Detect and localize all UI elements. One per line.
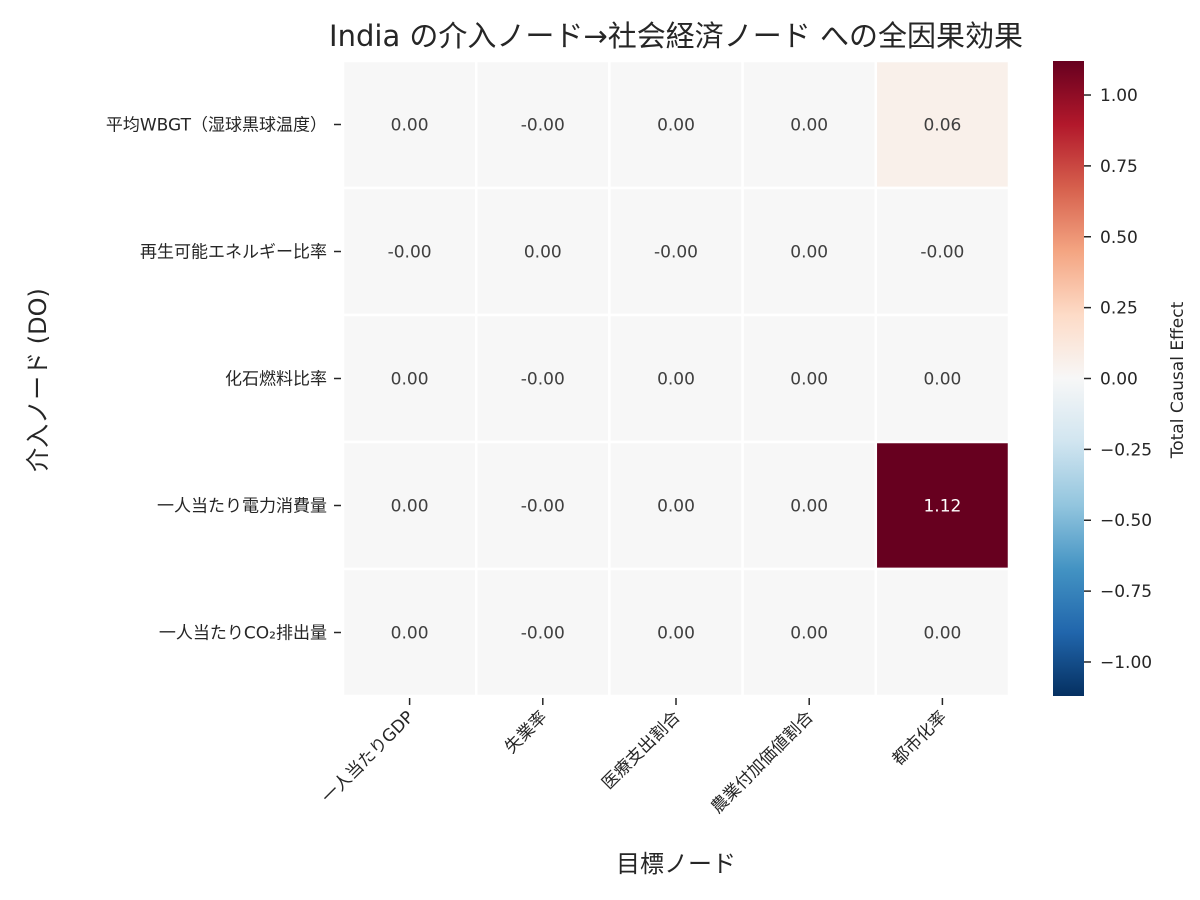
heatmap-cell bbox=[474, 313, 611, 444]
colorbar-ticks: 1.00 0.75 0.50 0.25 0.00 −0.25 −0.50 −0.75 −1.00 bbox=[1084, 86, 1152, 673]
row-labels: 平均WBGT（湿球黒球温度） 再生可能エネルギー比率化石燃料比率一人当たり電力消費… bbox=[106, 116, 341, 644]
chart-title: India の介入ノード→社会経済ノード への全因果効果 bbox=[329, 19, 1023, 53]
cell-value-label: -0.00 bbox=[388, 243, 432, 263]
cell-value-label: 0.00 bbox=[790, 370, 828, 390]
cell-value-label: 0.00 bbox=[657, 370, 695, 390]
heatmap-cell bbox=[874, 567, 1011, 698]
x-tick-label: 失業率 bbox=[501, 707, 551, 757]
colorbar-tick-label: −0.25 bbox=[1100, 440, 1152, 460]
colorbar-tick-label: 0.00 bbox=[1100, 370, 1138, 390]
cell-value-label: -0.00 bbox=[521, 116, 565, 136]
x-tick-label: 医療支出割合 bbox=[598, 707, 684, 793]
heatmap-cell bbox=[341, 567, 478, 698]
colorbar-tick-label: 0.75 bbox=[1100, 157, 1138, 177]
cell-value-label: -0.00 bbox=[920, 243, 964, 263]
heatmap-cell bbox=[874, 440, 1011, 571]
heatmap-cell bbox=[474, 59, 611, 190]
heatmap-cell bbox=[608, 567, 744, 698]
colorbar-tick-label: −1.00 bbox=[1100, 653, 1152, 673]
cell-value-label: -0.00 bbox=[521, 497, 565, 517]
cell-value-label: 0.00 bbox=[790, 243, 828, 263]
heatmap-cell bbox=[741, 313, 878, 444]
y-tick-label: 一人当たりCO₂排出量 bbox=[159, 624, 327, 644]
cell-value-label: 0.00 bbox=[524, 243, 562, 263]
colorbar-tick-label: −0.75 bbox=[1100, 582, 1152, 602]
heatmap-cell bbox=[741, 440, 878, 571]
y-tick-label: 再生可能エネルギー比率 bbox=[140, 243, 327, 263]
cell-value-label: 0.00 bbox=[923, 370, 961, 390]
cell-value-label: 0.00 bbox=[923, 624, 961, 644]
heatmap-cell bbox=[474, 440, 611, 571]
heatmap-cell bbox=[474, 567, 611, 698]
cell-value-label: 0.00 bbox=[790, 497, 828, 517]
heatmap-cell bbox=[874, 186, 1011, 317]
heatmap-cell bbox=[608, 186, 744, 317]
heatmap-cells: 0.00 -0.00 0.00 0.00 0.06 -0.00 0.00 -0.00 0.00 -… bbox=[341, 59, 1011, 698]
cell-value-label: 0.00 bbox=[657, 116, 695, 136]
y-tick-label: 一人当たり電力消費量 bbox=[157, 497, 327, 517]
x-tick-label: 農業付加価値割合 bbox=[707, 707, 817, 817]
y-tick-label: 化石燃料比率 bbox=[225, 370, 327, 390]
heatmap-cell bbox=[341, 186, 478, 317]
x-axis-label: 目標ノード bbox=[616, 850, 736, 878]
cell-value-label: 0.00 bbox=[657, 497, 695, 517]
x-tick-label: 一人当たりGDP bbox=[318, 707, 418, 807]
colorbar-label: Total Causal Effect bbox=[1168, 301, 1188, 459]
cell-value-label: 0.00 bbox=[391, 624, 429, 644]
x-tick-label: 都市化率 bbox=[889, 707, 951, 769]
colorbar bbox=[1053, 61, 1084, 696]
colorbar-tick-label: 0.50 bbox=[1100, 228, 1138, 248]
y-tick-label: 平均WBGT（湿球黒球温度） bbox=[106, 116, 327, 136]
cell-value-label: -0.00 bbox=[521, 624, 565, 644]
cell-value-label: -0.00 bbox=[521, 370, 565, 390]
y-axis-label: 介入ノード (DO) bbox=[24, 288, 52, 472]
heatmap-cell bbox=[341, 59, 478, 190]
cell-value-label: 0.06 bbox=[923, 116, 961, 136]
colorbar-tick-label: −0.50 bbox=[1100, 511, 1152, 531]
cell-value-label: 1.12 bbox=[923, 497, 961, 517]
cell-value-label: 0.00 bbox=[391, 497, 429, 517]
cell-value-label: 0.00 bbox=[657, 624, 695, 644]
cell-value-label: -0.00 bbox=[654, 243, 698, 263]
heatmap-cell bbox=[608, 59, 744, 190]
cell-value-label: 0.00 bbox=[391, 370, 429, 390]
colorbar-tick-label: 0.25 bbox=[1100, 299, 1138, 319]
cell-value-label: 0.00 bbox=[391, 116, 429, 136]
cell-value-label: 0.00 bbox=[790, 624, 828, 644]
cell-value-label: 0.00 bbox=[790, 116, 828, 136]
colorbar-tick-label: 1.00 bbox=[1100, 86, 1138, 106]
heatmap-cell bbox=[608, 440, 744, 571]
column-labels: 一人当たりGDP 失業率 医療支出割合 農業付加価値割合 都市化率 bbox=[318, 698, 951, 818]
heatmap-cell bbox=[341, 440, 478, 571]
